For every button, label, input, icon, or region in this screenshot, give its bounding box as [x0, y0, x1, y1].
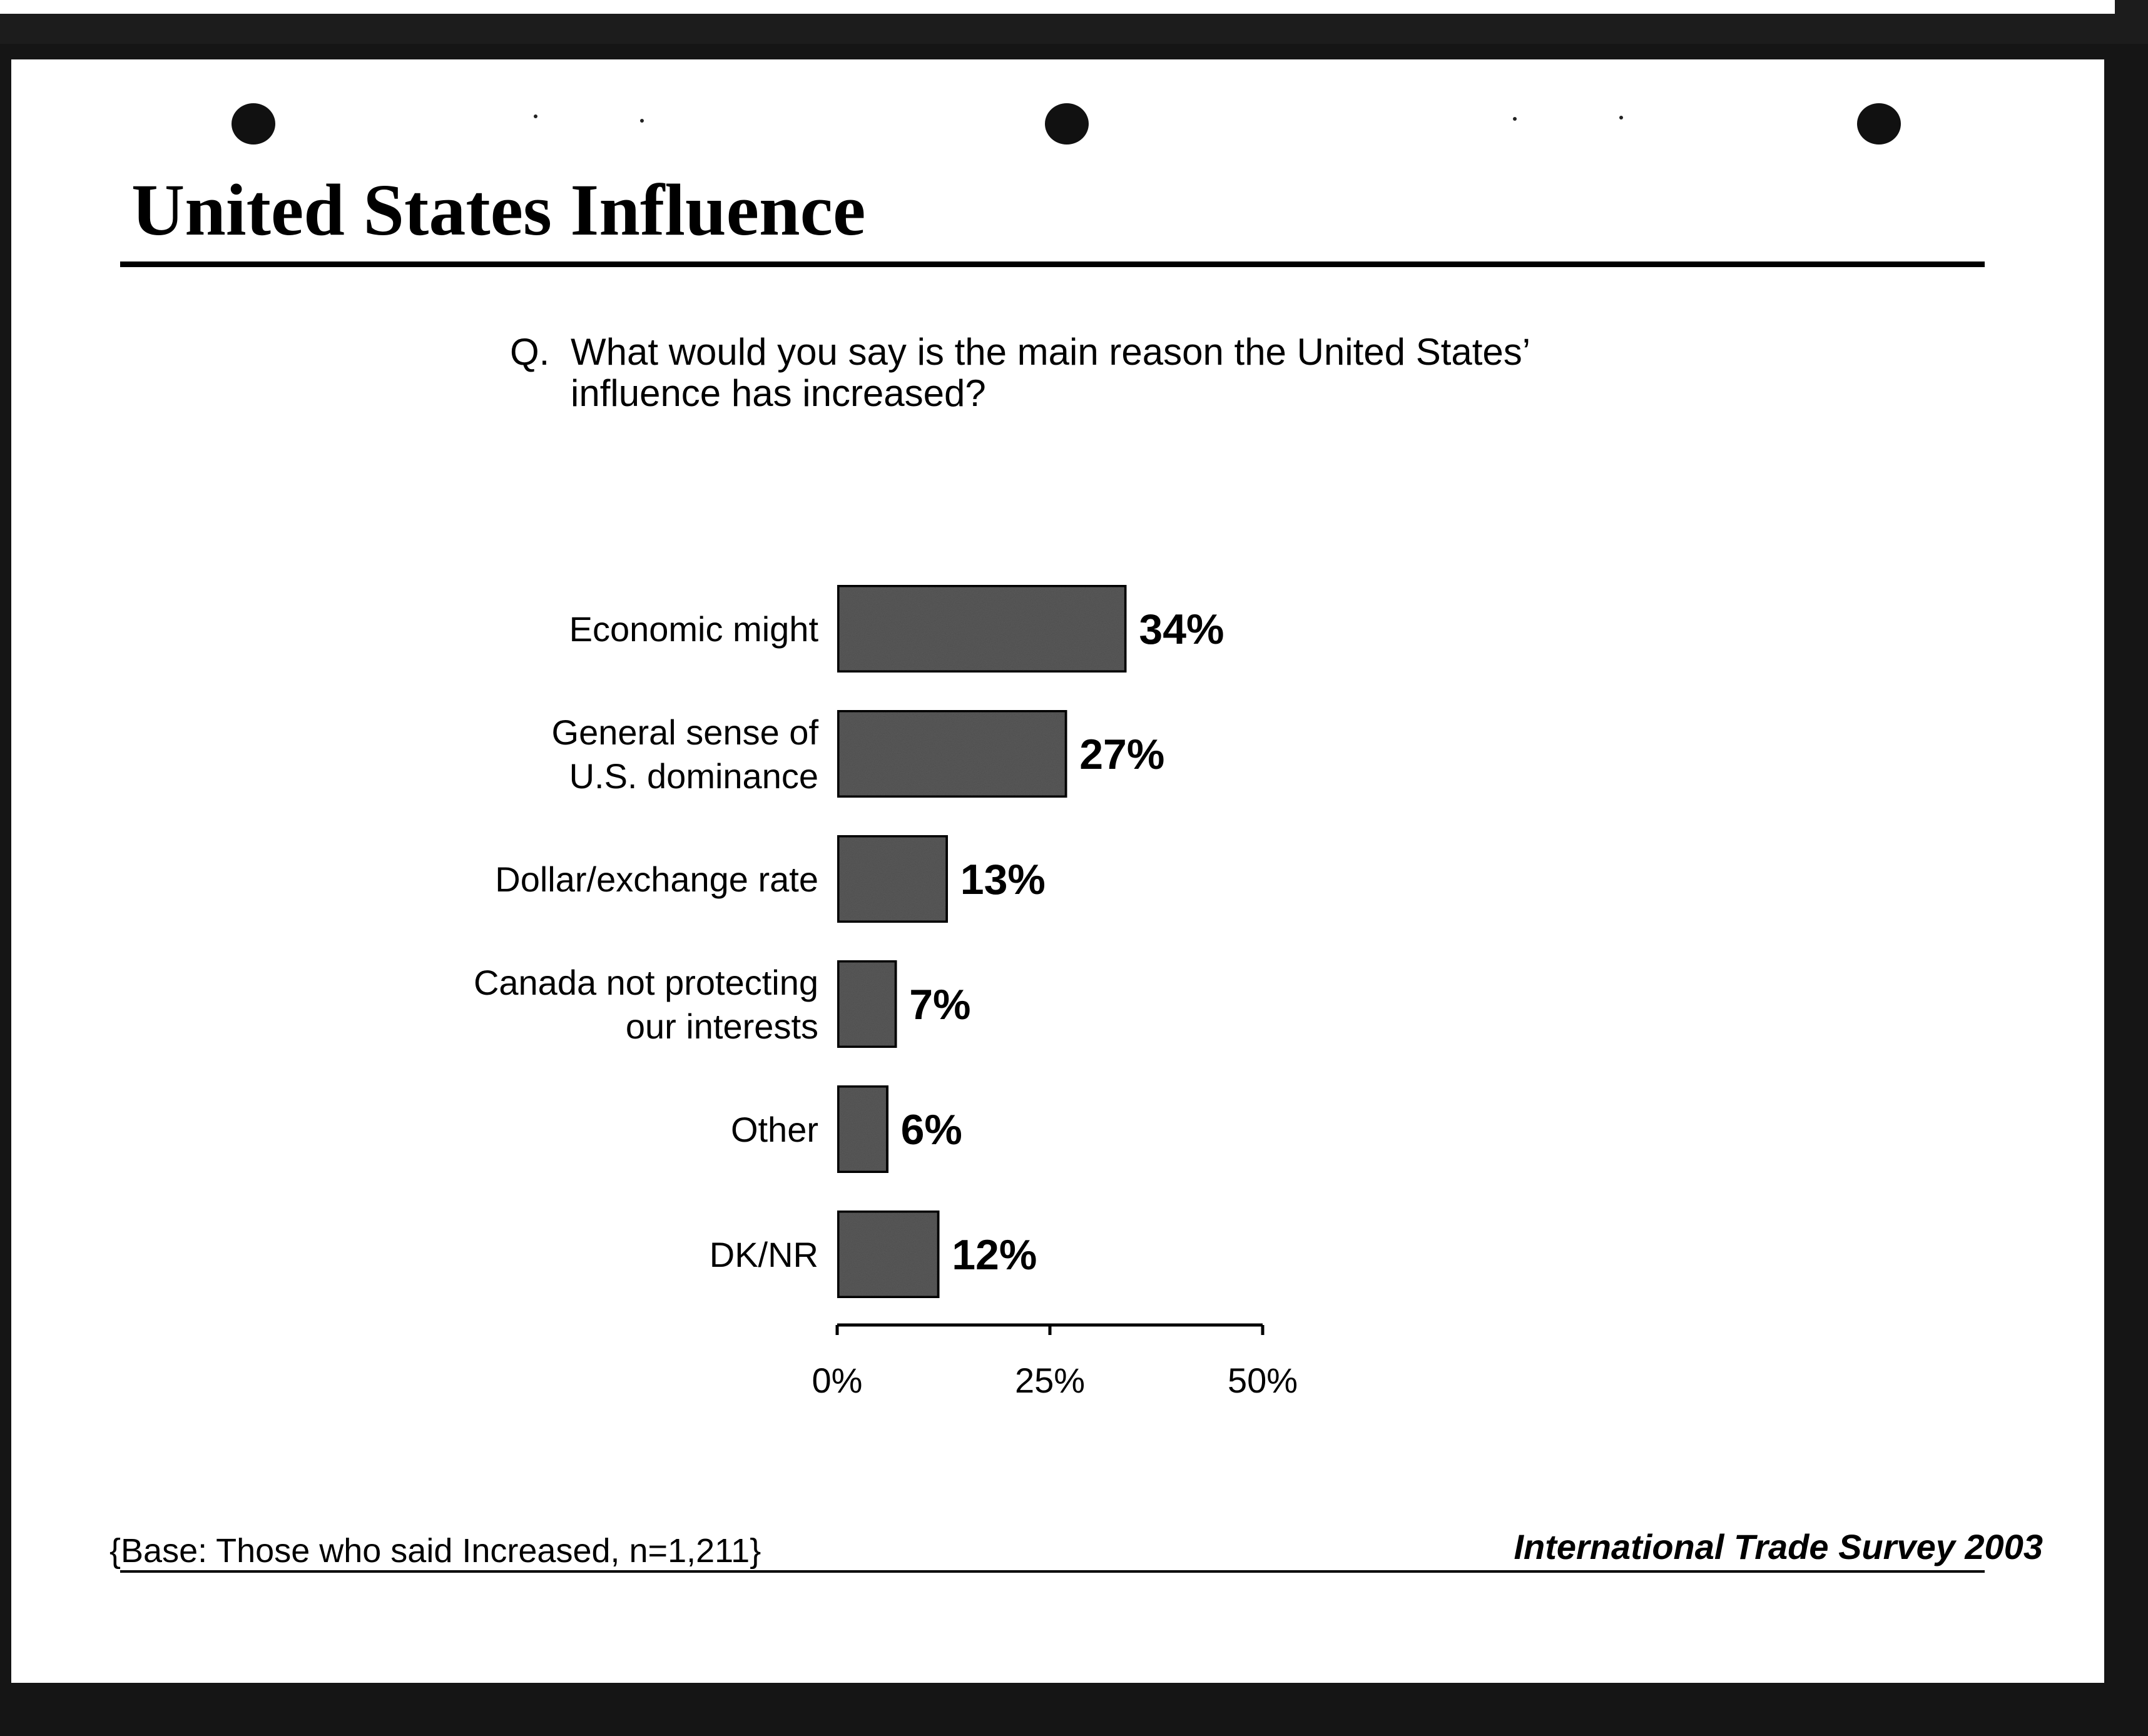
question-prefix: Q. — [510, 331, 550, 373]
x-tick-label-1: 25% — [1015, 1361, 1085, 1400]
base-footnote: {Base: Those who said Increased, n=1,211… — [109, 1532, 761, 1570]
scan-speck — [1513, 117, 1517, 121]
category-label-1-0: General sense of — [552, 713, 819, 752]
x-tick-label-0: 0% — [812, 1361, 863, 1400]
value-label-4: 6% — [901, 1106, 962, 1154]
punch-hole-center — [1045, 103, 1089, 145]
value-label-1: 27% — [1079, 731, 1164, 778]
bar-2 — [835, 833, 950, 925]
bar-5 — [835, 1208, 942, 1301]
punch-hole-left — [232, 103, 275, 145]
value-label-5: 12% — [952, 1231, 1037, 1279]
bar-3 — [835, 958, 899, 1050]
x-tick-label-2: 50% — [1228, 1361, 1298, 1400]
value-label-2: 13% — [960, 856, 1046, 903]
question-text: What would you say is the main reason th… — [571, 331, 1529, 414]
scan-speck — [640, 119, 644, 123]
footer-rule — [120, 1570, 1985, 1573]
punch-hole-right — [1857, 103, 1901, 145]
category-label-3-1: our interests — [626, 1007, 818, 1046]
category-label-3-0: Canada not protecting — [474, 963, 818, 1002]
category-label-1-1: U.S. dominance — [569, 756, 818, 796]
slide-page — [11, 59, 2104, 1683]
category-label-5-0: DK/NR — [710, 1235, 818, 1274]
scan-speck — [534, 114, 537, 118]
bar-0 — [835, 582, 1129, 675]
paper-edge — [0, 0, 2115, 14]
value-label-0: 34% — [1139, 606, 1224, 653]
value-label-3: 7% — [909, 981, 970, 1028]
category-label-0-0: Economic might — [569, 609, 819, 649]
category-label-4-0: Other — [731, 1110, 818, 1149]
bar-4 — [835, 1083, 891, 1175]
title-rule — [120, 261, 1985, 267]
category-label-2-0: Dollar/exchange rate — [495, 860, 818, 899]
page-title: United States Influence — [131, 169, 866, 251]
top-scan-border — [0, 0, 2148, 44]
source-label: International Trade Survey 2003 — [1514, 1527, 2043, 1566]
bar-1 — [835, 708, 1069, 800]
scan-speck — [1619, 116, 1623, 119]
